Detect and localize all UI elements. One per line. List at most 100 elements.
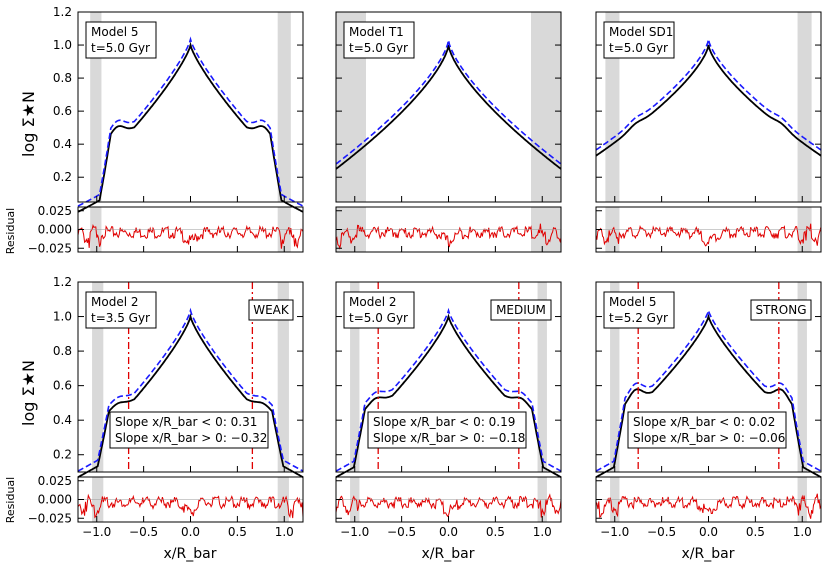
x-tick-label: −0.5	[647, 525, 676, 539]
panel-3: Model SD1 t=5.0 Gyr	[595, 11, 822, 253]
shade-region	[92, 282, 104, 472]
strength-box	[490, 299, 552, 321]
panel-6: −1.0 −0.5 0.0 0.5 1.0 Model 5 t=5.2 Gyr STRONG S…	[595, 281, 822, 539]
slope-left: Slope x/R_bar < 0: 0.31	[115, 415, 257, 429]
y-tick-label: 0.6	[53, 379, 72, 393]
model-name: Model SD1	[609, 25, 673, 39]
x-tick-label: 0.0	[439, 525, 458, 539]
panel-2: Model T1 t=5.0 Gyr	[335, 11, 562, 253]
x-tick-label: 0.0	[181, 525, 200, 539]
panel-1: 0.2 0.4 0.6 0.8 1.0 1.2 −0.025 0.000 0.025 Model …	[28, 5, 304, 255]
fit-profile-line	[335, 307, 562, 472]
residual-line	[335, 493, 562, 518]
shade-region	[537, 282, 547, 472]
residual-y-tick-label: 0.025	[38, 204, 72, 218]
shade-region	[277, 12, 291, 202]
shade-region	[531, 12, 561, 202]
strength-label: MEDIUM	[496, 303, 546, 317]
y-tick-label: 0.4	[53, 413, 72, 427]
model-profile-line	[77, 41, 304, 213]
residual-line	[77, 223, 304, 249]
x-tick-label: 0.5	[228, 525, 247, 539]
slope-right: Slope x/R_bar > 0: −0.18	[373, 431, 525, 445]
residual-line	[77, 493, 304, 519]
slope-box	[627, 411, 787, 449]
x-tick-label: 0.0	[699, 525, 718, 539]
x-tick-label: −1.0	[600, 525, 629, 539]
shade-region	[277, 282, 289, 472]
xlabel-3: x/R_bar	[682, 546, 735, 562]
model-profile-line	[335, 44, 562, 170]
panel-4: −1.0 −0.5 0.0 0.5 1.0 0.2 0.4 0.6 0.8 1.0 1.2 −0.02…	[28, 275, 304, 539]
model-time: t=5.0 Gyr	[609, 41, 668, 55]
x-tick-label: −1.0	[340, 525, 369, 539]
strength-box	[248, 299, 294, 321]
model-box	[85, 21, 157, 59]
residual-line	[335, 223, 562, 250]
residual-y-tick-label: −0.025	[28, 241, 72, 255]
panel-5: −1.0 −0.5 0.0 0.5 1.0 Model 2 t=5.0 Gyr MEDIUM S…	[335, 281, 562, 539]
model-box	[85, 291, 157, 329]
shade-region	[797, 12, 812, 202]
model-time: t=5.0 Gyr	[91, 41, 150, 55]
model-box	[603, 291, 675, 329]
x-tick-label: −0.5	[129, 525, 158, 539]
xlabel-1: x/R_bar	[164, 546, 217, 562]
model-time: t=5.0 Gyr	[349, 41, 408, 55]
model-time: t=5.0 Gyr	[349, 311, 408, 325]
fit-profile-line	[77, 307, 304, 472]
residual-label-bottom: Residual	[4, 477, 17, 523]
residual-label-top: Residual	[4, 208, 17, 254]
x-tick-label: 1.0	[275, 525, 294, 539]
y-tick-label: 0.6	[53, 104, 72, 118]
y-tick-label: 0.8	[53, 344, 72, 358]
y-tick-label: 0.4	[53, 137, 72, 151]
fit-profile-line	[595, 307, 822, 472]
shade-region	[605, 12, 620, 202]
model-box	[343, 291, 415, 329]
x-tick-label: −0.5	[387, 525, 416, 539]
model-name: Model 5	[609, 295, 656, 309]
model-name: Model T1	[349, 25, 404, 39]
shade-region	[610, 282, 620, 472]
fit-profile-line	[595, 39, 822, 151]
y-tick-label: 1.0	[53, 310, 72, 324]
y-tick-label: 0.2	[53, 170, 72, 184]
shade-region	[797, 282, 807, 472]
fit-profile-line	[335, 39, 562, 165]
strength-label: STRONG	[755, 303, 806, 317]
model-name: Model 2	[349, 295, 396, 309]
strength-box	[750, 299, 812, 321]
model-profile-line	[77, 313, 304, 478]
xlabel-2: x/R_bar	[422, 546, 475, 562]
x-tick-label: −1.0	[82, 525, 111, 539]
residual-y-tick-label: −0.025	[28, 511, 72, 525]
x-tick-label: 1.0	[533, 525, 552, 539]
model-profile-line	[595, 313, 822, 478]
y-tick-label: 1.0	[53, 38, 72, 52]
slope-right: Slope x/R_bar > 0: −0.32	[115, 431, 267, 445]
slope-right: Slope x/R_bar > 0: −0.06	[633, 431, 785, 445]
y-tick-label: 1.2	[53, 275, 72, 289]
y-tick-label: 0.2	[53, 448, 72, 462]
slope-box	[109, 411, 269, 449]
shade-region	[350, 282, 360, 472]
residual-y-tick-label: 0.025	[38, 474, 72, 488]
model-profile-line	[335, 313, 562, 478]
model-profile-line	[595, 44, 822, 157]
model-box	[343, 21, 415, 59]
residual-y-tick-label: 0.000	[38, 493, 72, 507]
y-tick-label: 1.2	[53, 5, 72, 19]
ylabel-top: log Σ★N	[19, 91, 38, 157]
fit-profile-line	[77, 36, 304, 207]
model-name: Model 2	[91, 295, 138, 309]
model-time: t=5.2 Gyr	[609, 311, 668, 325]
x-tick-label: 1.0	[793, 525, 812, 539]
model-name: Model 5	[91, 25, 138, 39]
slope-box	[367, 411, 527, 449]
residual-line	[595, 223, 822, 247]
strength-label: WEAK	[253, 303, 290, 317]
x-tick-label: 0.5	[486, 525, 505, 539]
model-time: t=3.5 Gyr	[91, 311, 150, 325]
